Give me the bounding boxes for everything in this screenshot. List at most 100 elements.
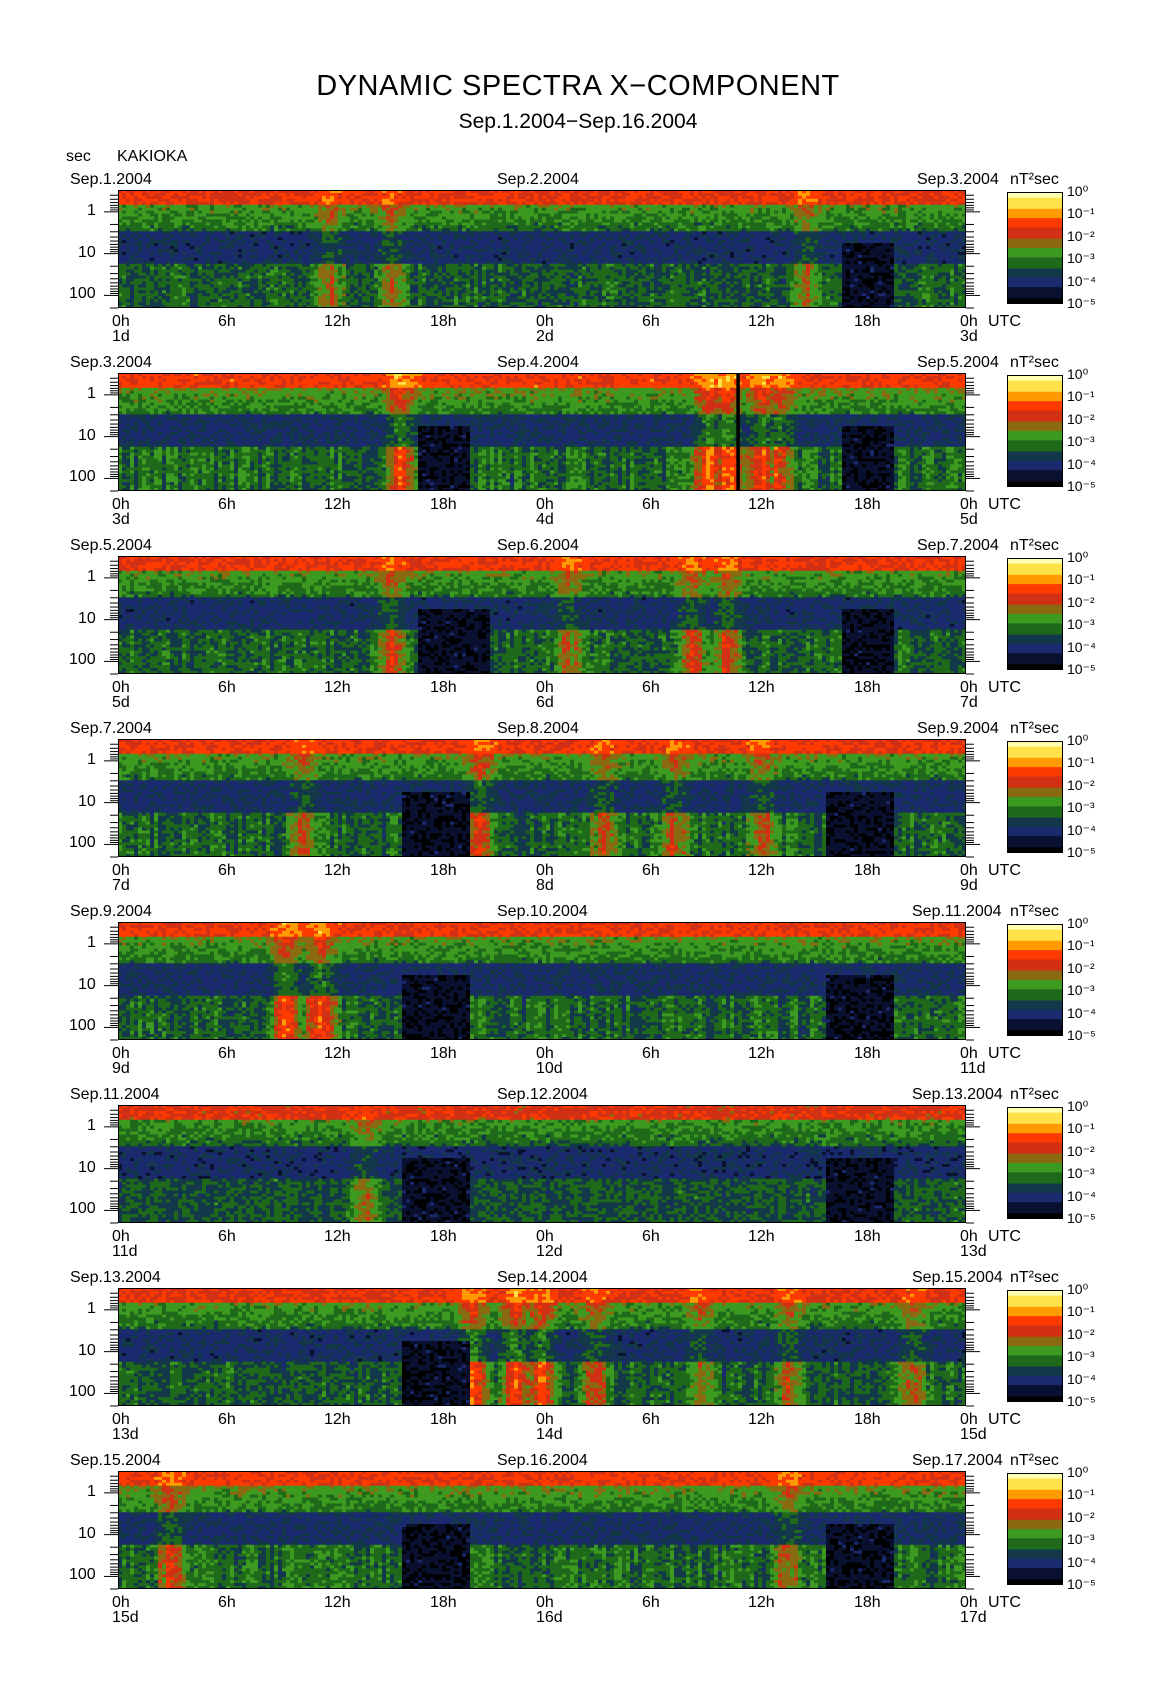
x-tick-label: 18h bbox=[430, 680, 457, 696]
colorbar-tick-label: 10⁻⁴ bbox=[1067, 1372, 1096, 1386]
x-unit-label: UTC bbox=[988, 863, 1021, 879]
x-day-label: 15d bbox=[112, 1610, 139, 1626]
colorbar-tick-label: 10⁻² bbox=[1067, 778, 1095, 792]
x-tick-label: 18h bbox=[854, 314, 881, 330]
colorbar bbox=[1007, 1107, 1063, 1219]
colorbar bbox=[1007, 741, 1063, 853]
colorbar-tick-label: 10⁻³ bbox=[1067, 617, 1095, 631]
colorbar-tick-label: 10⁻³ bbox=[1067, 1532, 1095, 1546]
colorbar-tick-label: 10⁻³ bbox=[1067, 434, 1095, 448]
colorbar-tick-label: 10⁻¹ bbox=[1067, 755, 1095, 769]
y-tick-label: 1 bbox=[87, 569, 96, 585]
y-tick-label: 100 bbox=[69, 1384, 96, 1400]
x-tick-label: 12h bbox=[748, 1229, 775, 1245]
x-tick-label: 12h bbox=[324, 1229, 351, 1245]
colorbar bbox=[1007, 924, 1063, 1036]
panel-right-date: Sep.3.2004 bbox=[917, 172, 999, 188]
panel-mid-date: Sep.10.2004 bbox=[497, 904, 588, 920]
y-tick-label: 100 bbox=[69, 286, 96, 302]
panel-left-date: Sep.9.2004 bbox=[70, 904, 152, 920]
panel-right-date: Sep.13.2004 bbox=[912, 1087, 1003, 1103]
panel-left-date: Sep.7.2004 bbox=[70, 721, 152, 737]
x-tick-label: 12h bbox=[748, 863, 775, 879]
y-tick-label: 1 bbox=[87, 386, 96, 402]
colorbar-tick-label: 10⁻² bbox=[1067, 595, 1095, 609]
y-tick-label: 100 bbox=[69, 835, 96, 851]
panel-colorbar-unit: nT²sec bbox=[1010, 355, 1059, 371]
x-unit-label: UTC bbox=[988, 680, 1021, 696]
y-tick-label: 10 bbox=[78, 794, 96, 810]
x-day-label: 9d bbox=[112, 1061, 130, 1077]
colorbar-tick-label: 10⁻² bbox=[1067, 1144, 1095, 1158]
x-tick-label: 6h bbox=[642, 1595, 660, 1611]
x-day-label: 10d bbox=[536, 1061, 563, 1077]
y-tick-label: 1 bbox=[87, 1301, 96, 1317]
x-tick-label: 18h bbox=[854, 1229, 881, 1245]
x-day-label: 8d bbox=[536, 878, 554, 894]
panel-axes bbox=[0, 189, 1156, 309]
colorbar bbox=[1007, 375, 1063, 487]
panel-left-date: Sep.3.2004 bbox=[70, 355, 152, 371]
x-tick-label: 12h bbox=[748, 1412, 775, 1428]
x-unit-label: UTC bbox=[988, 1229, 1021, 1245]
colorbar-tick-label: 10⁻¹ bbox=[1067, 206, 1095, 220]
x-tick-label: 18h bbox=[430, 1595, 457, 1611]
y-tick-label: 10 bbox=[78, 977, 96, 993]
y-tick-label: 10 bbox=[78, 245, 96, 261]
panel-mid-date: Sep.16.2004 bbox=[497, 1453, 588, 1469]
x-tick-label: 6h bbox=[218, 497, 236, 513]
colorbar-tick-label: 10⁰ bbox=[1067, 1099, 1088, 1113]
colorbar-tick-label: 10⁻⁵ bbox=[1067, 296, 1096, 310]
x-tick-label: 12h bbox=[324, 1046, 351, 1062]
y-tick-label: 10 bbox=[78, 611, 96, 627]
x-tick-label: 18h bbox=[854, 1046, 881, 1062]
panel-mid-date: Sep.12.2004 bbox=[497, 1087, 588, 1103]
x-tick-label: 12h bbox=[748, 497, 775, 513]
x-day-label: 3d bbox=[960, 329, 978, 345]
colorbar-tick-label: 10⁻² bbox=[1067, 412, 1095, 426]
colorbar-tick-label: 10⁻³ bbox=[1067, 1166, 1095, 1180]
x-tick-label: 6h bbox=[218, 1595, 236, 1611]
panel-left-date: Sep.1.2004 bbox=[70, 172, 152, 188]
colorbar bbox=[1007, 558, 1063, 670]
x-tick-label: 18h bbox=[430, 863, 457, 879]
colorbar-tick-label: 10⁻³ bbox=[1067, 983, 1095, 997]
x-tick-label: 12h bbox=[324, 680, 351, 696]
colorbar-tick-label: 10⁻² bbox=[1067, 1327, 1095, 1341]
x-tick-label: 18h bbox=[854, 1595, 881, 1611]
x-tick-label: 6h bbox=[642, 1229, 660, 1245]
y-tick-label: 100 bbox=[69, 469, 96, 485]
y-tick-label: 1 bbox=[87, 203, 96, 219]
x-tick-label: 18h bbox=[430, 1046, 457, 1062]
y-tick-label: 10 bbox=[78, 428, 96, 444]
x-unit-label: UTC bbox=[988, 314, 1021, 330]
x-day-label: 11d bbox=[960, 1061, 986, 1077]
x-day-label: 11d bbox=[112, 1244, 138, 1260]
x-tick-label: 6h bbox=[218, 863, 236, 879]
x-day-label: 9d bbox=[960, 878, 978, 894]
colorbar-tick-label: 10⁻³ bbox=[1067, 800, 1095, 814]
colorbar-tick-label: 10⁻² bbox=[1067, 1510, 1095, 1524]
panel-right-date: Sep.9.2004 bbox=[917, 721, 999, 737]
colorbar-tick-label: 10⁻⁵ bbox=[1067, 845, 1096, 859]
x-day-label: 5d bbox=[112, 695, 130, 711]
x-unit-label: UTC bbox=[988, 1412, 1021, 1428]
y-tick-label: 1 bbox=[87, 935, 96, 951]
panel-mid-date: Sep.14.2004 bbox=[497, 1270, 588, 1286]
colorbar-tick-label: 10⁰ bbox=[1067, 1465, 1088, 1479]
panel-colorbar-unit: nT²sec bbox=[1010, 904, 1059, 920]
colorbar-tick-label: 10⁰ bbox=[1067, 550, 1088, 564]
colorbar-tick-label: 10⁻¹ bbox=[1067, 1487, 1095, 1501]
panel-right-date: Sep.15.2004 bbox=[912, 1270, 1003, 1286]
x-tick-label: 6h bbox=[218, 1046, 236, 1062]
colorbar-tick-label: 10⁰ bbox=[1067, 1282, 1088, 1296]
panel-left-date: Sep.11.2004 bbox=[70, 1087, 160, 1103]
y-tick-label: 1 bbox=[87, 1484, 96, 1500]
x-tick-label: 12h bbox=[748, 680, 775, 696]
panel-mid-date: Sep.8.2004 bbox=[497, 721, 579, 737]
x-unit-label: UTC bbox=[988, 1046, 1021, 1062]
x-day-label: 16d bbox=[536, 1610, 563, 1626]
colorbar-tick-label: 10⁻³ bbox=[1067, 1349, 1095, 1363]
colorbar-tick-label: 10⁻³ bbox=[1067, 251, 1095, 265]
x-tick-label: 12h bbox=[324, 497, 351, 513]
